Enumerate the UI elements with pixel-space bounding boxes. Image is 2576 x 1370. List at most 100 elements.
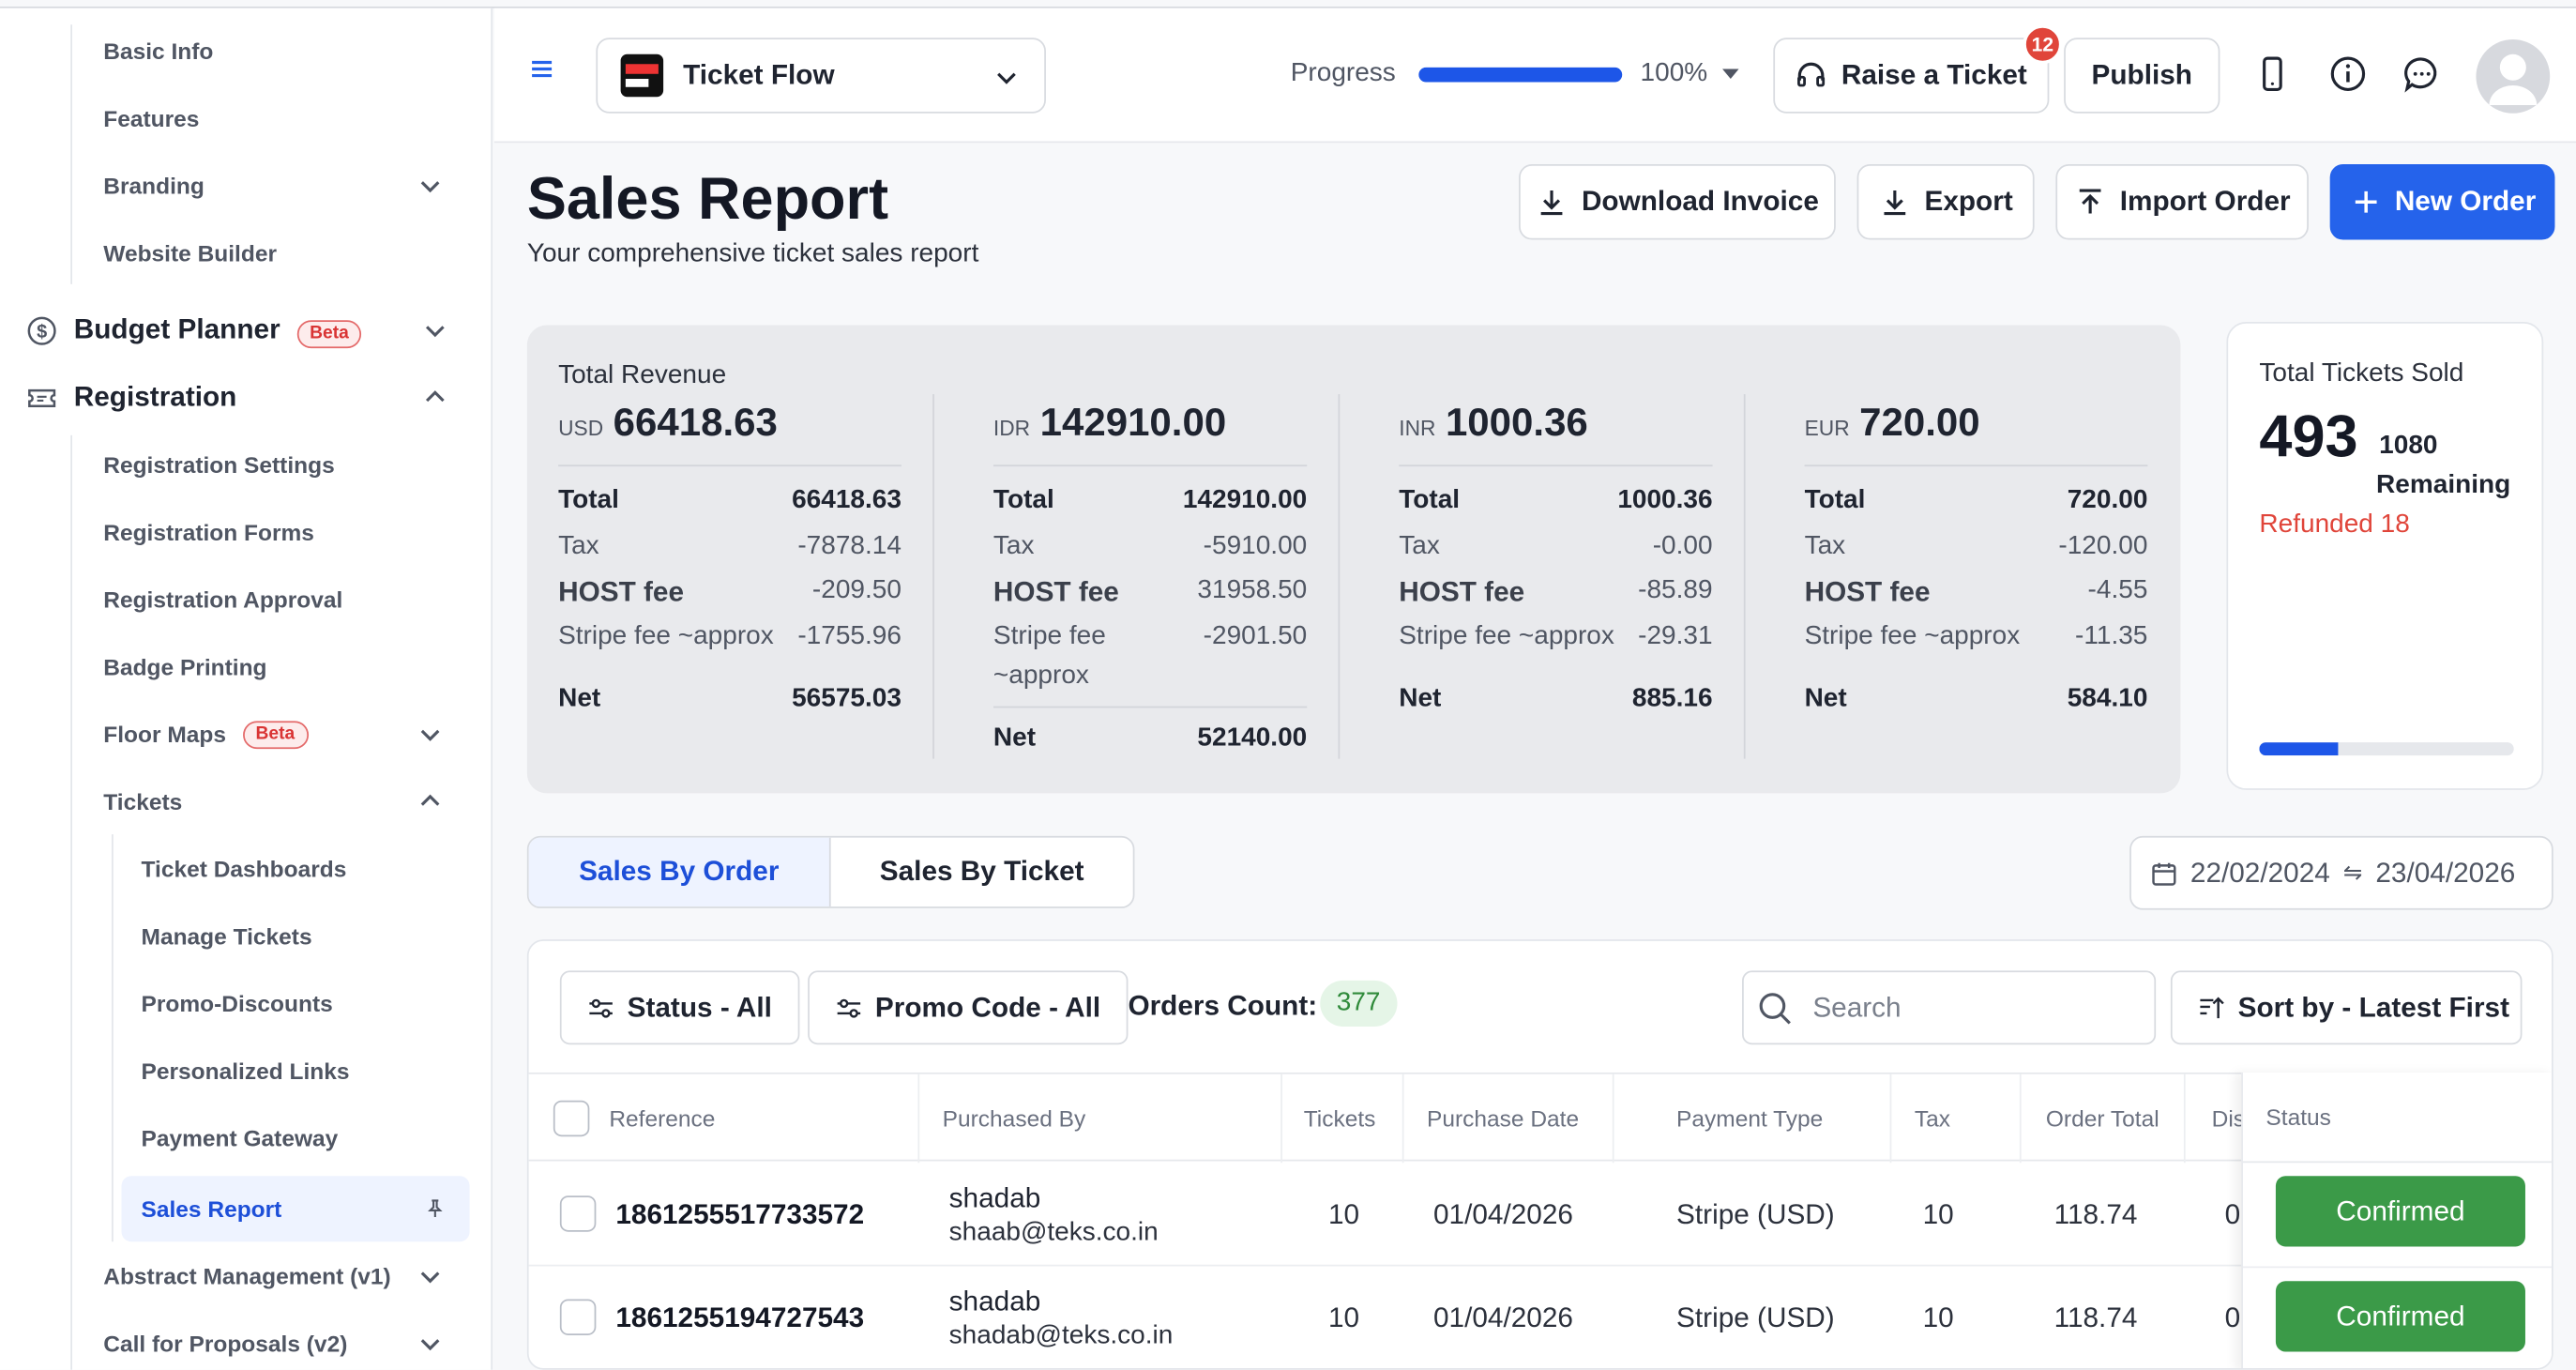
pin-icon[interactable] xyxy=(424,1197,447,1221)
row-value: 885.16 xyxy=(1631,684,1713,713)
sidebar-item-abstract-management[interactable]: Abstract Management (v1) xyxy=(103,1248,464,1304)
sidebar-item-badge-printing[interactable]: Badge Printing xyxy=(103,639,464,695)
row-net: Net 52140.00 xyxy=(993,724,1307,754)
sidebar-item-label: Tickets xyxy=(103,788,183,815)
new-order-button[interactable]: New Order xyxy=(2329,164,2555,240)
user-avatar-icon xyxy=(2489,53,2538,106)
sidebar-item-call-for-proposals[interactable]: Call for Proposals (v2) xyxy=(103,1316,464,1370)
search-input[interactable] xyxy=(1812,991,2125,1025)
row-value: 31958.50 xyxy=(1197,576,1308,605)
status-filter-button[interactable]: Status - All xyxy=(559,970,800,1045)
row-checkbox[interactable] xyxy=(559,1195,597,1232)
column-header-tickets[interactable]: Tickets xyxy=(1303,1104,1376,1132)
chevron-down-icon xyxy=(425,326,445,338)
row-value: 142910.00 xyxy=(1182,486,1308,514)
order-reference[interactable]: 1861255517733572 xyxy=(615,1197,865,1230)
sidebar-item-payment-gateway[interactable]: Payment Gateway xyxy=(142,1110,470,1166)
page-subtitle: Your comprehensive ticket sales report xyxy=(526,239,979,268)
row-host-fee: HOST fee 31958.50 xyxy=(993,576,1307,609)
row-tax: Tax -7878.14 xyxy=(558,532,902,562)
sidebar-item-branding[interactable]: Branding xyxy=(103,158,464,214)
sidebar-item-ticket-dashboards[interactable]: Ticket Dashboards xyxy=(142,841,470,897)
export-button[interactable]: Export xyxy=(1856,164,2035,240)
sidebar-section-budget-planner[interactable]: $ Budget Planner Beta xyxy=(26,302,470,358)
row-value: -29.31 xyxy=(1638,622,1713,651)
divider xyxy=(2242,1161,2552,1164)
row-label: ~approx xyxy=(993,662,1089,691)
sidebar-item-sales-report[interactable]: Sales Report xyxy=(121,1176,470,1242)
table-row[interactable]: 1861255517733572 shadab shaab@teks.co.in… xyxy=(528,1163,2552,1267)
orders-count-badge: 377 xyxy=(1320,980,1397,1027)
project-logo xyxy=(620,53,664,98)
sidebar-item-features[interactable]: Features xyxy=(103,90,464,146)
sidebar-item-basic-info[interactable]: Basic Info xyxy=(103,23,464,80)
sidebar-item-floor-maps[interactable]: Floor Maps Beta xyxy=(103,707,464,763)
divider xyxy=(1399,464,1713,467)
row-net: Net 584.10 xyxy=(1805,685,2148,715)
row-stripe-fee: Stripe fee ~approx -11.35 xyxy=(1805,622,2148,652)
import-order-button[interactable]: Import Order xyxy=(2055,164,2309,240)
import-order-label: Import Order xyxy=(2119,185,2291,218)
column-header-payment-type[interactable]: Payment Type xyxy=(1676,1104,1824,1132)
download-invoice-button[interactable]: Download Invoice xyxy=(1519,164,1836,240)
avatar[interactable] xyxy=(2476,39,2551,114)
sidebar-section-registration[interactable]: Registration xyxy=(26,370,470,426)
column-divider xyxy=(917,1073,920,1164)
date-range-picker[interactable]: 22/02/2024 ⇋ 23/04/2026 xyxy=(2129,835,2553,910)
divider xyxy=(993,706,1308,708)
row-checkbox[interactable] xyxy=(559,1299,597,1335)
row-value: 1000.36 xyxy=(1617,486,1713,514)
progress-dropdown-caret-icon[interactable] xyxy=(1722,68,1739,80)
sidebar-item-website-builder[interactable]: Website Builder xyxy=(103,225,464,282)
publish-button[interactable]: Publish xyxy=(2064,38,2220,114)
info-icon[interactable] xyxy=(2328,54,2368,94)
promo-code-filter-button[interactable]: Promo Code - All xyxy=(808,970,1129,1045)
table-row[interactable]: 1861255194727543 shadab shadab@teks.co.i… xyxy=(528,1266,2552,1368)
mobile-preview-icon[interactable] xyxy=(2252,54,2292,94)
column-header-order-total[interactable]: Order Total xyxy=(2045,1104,2159,1132)
column-header-purchase-date[interactable]: Purchase Date xyxy=(1427,1104,1580,1132)
sidebar-item-registration-forms[interactable]: Registration Forms xyxy=(103,504,464,560)
select-all-checkbox[interactable] xyxy=(553,1100,590,1137)
tab-sales-by-ticket[interactable]: Sales By Ticket xyxy=(879,855,1084,888)
row-label: Stripe fee xyxy=(993,622,1106,651)
column-header-purchased-by[interactable]: Purchased By xyxy=(942,1104,1086,1132)
sort-button[interactable]: Sort by - Latest First xyxy=(2170,970,2523,1045)
status-badge[interactable]: Confirmed xyxy=(2275,1176,2525,1247)
hamburger-menu-icon[interactable] xyxy=(529,56,555,83)
tab-sales-by-order[interactable]: Sales By Order xyxy=(528,837,831,907)
sidebar-item-manage-tickets[interactable]: Manage Tickets xyxy=(142,908,470,965)
buyer-email: shadab@teks.co.in xyxy=(948,1321,1174,1349)
status-badge[interactable]: Confirmed xyxy=(2275,1281,2525,1352)
order-reference[interactable]: 1861255194727543 xyxy=(615,1302,865,1333)
order-total: 118.74 xyxy=(2053,1302,2138,1333)
date-range-from: 22/02/2024 xyxy=(2190,856,2330,889)
column-header-tax[interactable]: Tax xyxy=(1914,1104,1951,1132)
row-value: 720.00 xyxy=(2067,486,2148,514)
sidebar-item-registration-approval[interactable]: Registration Approval xyxy=(103,571,464,628)
column-header-reference[interactable]: Reference xyxy=(609,1104,716,1132)
row-value: -120.00 xyxy=(2058,532,2148,560)
chat-icon[interactable] xyxy=(2402,54,2442,94)
project-selector[interactable]: Ticket Flow xyxy=(596,38,1046,114)
payment-type: Stripe (USD) xyxy=(1676,1197,1835,1230)
column-header-discount[interactable]: Dis xyxy=(2211,1104,2246,1132)
column-header-status[interactable]: Status xyxy=(2265,1104,2331,1131)
revenue-amount: 66418.63 xyxy=(613,401,778,446)
divider xyxy=(993,464,1308,467)
status-filter-label: Status - All xyxy=(627,991,772,1023)
buyer-name: shadab xyxy=(948,1285,1041,1317)
row-host-fee: HOST fee -4.55 xyxy=(1805,576,2148,609)
sidebar-item-label: Call for Proposals (v2) xyxy=(103,1330,348,1357)
raise-ticket-button[interactable]: Raise a Ticket xyxy=(1773,38,2050,114)
sidebar-item-personalized-links[interactable]: Personalized Links xyxy=(142,1043,470,1099)
column-divider xyxy=(2183,1073,2186,1164)
purchased-by: shadab shaab@teks.co.in xyxy=(949,1163,1159,1266)
search-box[interactable] xyxy=(1742,970,2157,1045)
row-tax: Tax -0.00 xyxy=(1399,532,1712,562)
sidebar-item-tickets[interactable]: Tickets xyxy=(103,773,464,830)
sidebar-item-registration-settings[interactable]: Registration Settings xyxy=(103,437,464,494)
sidebar-item-promo-discounts[interactable]: Promo-Discounts xyxy=(142,976,470,1032)
page-title: Sales Report xyxy=(526,164,889,232)
beta-badge: Beta xyxy=(296,319,362,348)
